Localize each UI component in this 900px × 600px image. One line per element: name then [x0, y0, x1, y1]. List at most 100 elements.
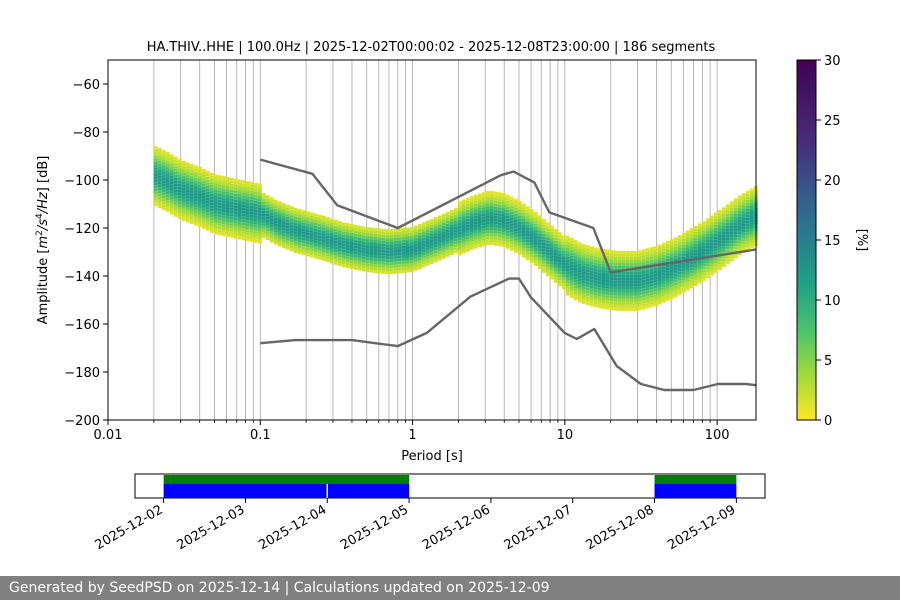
psd-cell — [641, 288, 646, 292]
psd-cell — [573, 270, 578, 274]
psd-cell — [529, 224, 534, 228]
psd-cell — [657, 259, 662, 263]
psd-cell — [469, 196, 474, 199]
psd-cell — [553, 258, 558, 262]
psd-cell — [505, 215, 510, 219]
psd-cell — [401, 239, 406, 243]
psd-cell — [725, 222, 730, 226]
psd-cell — [657, 253, 662, 257]
psd-cell — [661, 278, 666, 282]
psd-cell — [173, 180, 178, 184]
psd-cell — [585, 287, 590, 291]
psd-cell — [293, 216, 298, 220]
psd-cell — [173, 210, 178, 214]
psd-cell — [337, 236, 342, 240]
psd-cell — [241, 216, 246, 220]
psd-cell — [185, 186, 190, 190]
psd-cell — [341, 252, 346, 256]
psd-cell — [697, 271, 702, 275]
psd-cell — [249, 199, 254, 203]
psd-cell — [269, 233, 274, 237]
psd-cell — [669, 254, 674, 258]
x-tick-label: 1 — [408, 428, 416, 443]
psd-cell — [185, 201, 190, 205]
psd-cell — [277, 201, 282, 205]
psd-cell — [189, 163, 194, 167]
psd-cell — [209, 229, 214, 233]
psd-cell — [469, 214, 474, 217]
psd-cell — [393, 267, 398, 271]
psd-cell — [469, 211, 474, 214]
psd-cell — [369, 251, 374, 255]
psd-cell — [445, 235, 450, 239]
psd-cell — [229, 186, 234, 190]
psd-cell — [633, 295, 638, 299]
psd-cell — [437, 248, 442, 252]
psd-cell — [681, 271, 686, 275]
psd-cell — [741, 193, 746, 197]
psd-cell — [737, 219, 742, 223]
psd-cell — [697, 274, 702, 278]
psd-cell — [625, 283, 630, 287]
psd-cell — [505, 203, 510, 207]
psd-cell — [665, 252, 670, 256]
psd-cell — [745, 241, 750, 245]
psd-cell — [221, 230, 226, 234]
psd-cell — [409, 266, 414, 270]
psd-cell — [325, 226, 330, 230]
psd-cell — [581, 289, 586, 293]
psd-cell — [629, 271, 634, 275]
psd-cell — [357, 261, 362, 265]
psd-cell — [441, 246, 446, 250]
psd-cell — [325, 229, 330, 233]
psd-cell — [241, 180, 246, 184]
psd-cell — [181, 199, 186, 203]
psd-cell — [257, 198, 262, 202]
psd-cell — [521, 245, 526, 249]
psd-cell — [737, 240, 742, 244]
psd-cell — [245, 190, 250, 194]
psd-cell — [541, 257, 546, 261]
availability-bar — [654, 475, 737, 484]
psd-cell — [565, 259, 570, 263]
psd-cell — [485, 194, 490, 198]
psd-cell — [277, 225, 282, 229]
psd-cell — [697, 241, 702, 245]
psd-cell — [593, 304, 598, 308]
psd-cell — [177, 177, 182, 181]
psd-cell — [405, 254, 410, 258]
psd-cell — [585, 284, 590, 288]
psd-cell — [729, 201, 734, 205]
psd-cell — [577, 272, 582, 276]
psd-cell — [329, 245, 334, 249]
psd-cell — [325, 253, 330, 257]
psd-cell — [569, 294, 574, 298]
psd-cell — [217, 217, 222, 221]
psd-cell — [689, 234, 694, 238]
psd-cell — [749, 194, 754, 198]
psd-cell — [477, 205, 482, 209]
psd-cell — [301, 210, 306, 214]
psd-cell — [677, 283, 682, 287]
psd-cell — [369, 260, 374, 264]
psd-cell — [177, 210, 182, 214]
psd-cell — [349, 227, 354, 230]
psd-cell — [745, 211, 750, 215]
psd-cell — [253, 224, 258, 228]
nhnm-line — [259, 158, 757, 274]
psd-cell — [293, 240, 298, 244]
psd-cell — [637, 304, 642, 308]
psd-cell — [557, 232, 562, 236]
y-tick-label: −160 — [64, 318, 100, 333]
psd-cell — [245, 217, 250, 221]
psd-cell — [341, 249, 346, 253]
psd-cell — [565, 235, 570, 239]
psd-cell — [181, 217, 186, 221]
psd-cell — [657, 280, 662, 284]
psd-cell — [713, 212, 718, 216]
psd-cell — [293, 210, 298, 214]
psd-cell — [589, 279, 594, 283]
psd-cell — [477, 202, 482, 206]
psd-cell — [601, 297, 606, 300]
psd-cell — [413, 228, 418, 232]
